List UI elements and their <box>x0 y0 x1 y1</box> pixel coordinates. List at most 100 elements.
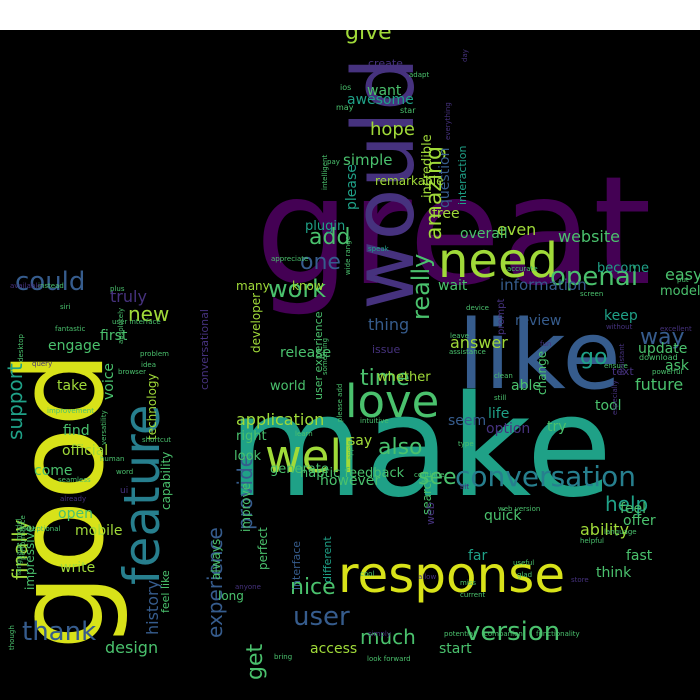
word-make: make <box>228 366 613 529</box>
word-overall: overall <box>460 225 508 242</box>
word-different: different <box>321 536 334 583</box>
word-user: user <box>293 602 350 633</box>
word-allow: allow <box>418 573 437 582</box>
word-want: want <box>367 82 402 99</box>
word-keep: keep <box>604 307 638 324</box>
word-instead: instead <box>38 282 64 291</box>
word-first: first <box>100 327 128 344</box>
word-however: however <box>320 472 381 489</box>
word-wait: wait <box>438 277 468 294</box>
word-feel-like: feel like <box>159 570 172 613</box>
word-option: option <box>486 420 531 437</box>
word-bring: bring <box>274 653 293 662</box>
word-website: website <box>558 227 620 247</box>
word-something: something <box>321 337 329 375</box>
word-far: far <box>468 547 488 564</box>
word-appreciate: appreciate <box>271 255 309 264</box>
word-useful: useful <box>513 559 535 568</box>
word-technology: technology <box>145 373 159 440</box>
word-learn: learn <box>295 430 313 439</box>
word-help: help <box>605 492 649 516</box>
word-offer: offer <box>623 512 656 529</box>
word-especially: especially <box>611 380 619 415</box>
word-know: know <box>292 279 324 294</box>
word-companion: companion <box>484 630 523 639</box>
word-openai: openai <box>550 262 639 293</box>
word-model: model <box>660 283 700 299</box>
word-exceptional: exceptional <box>20 525 61 534</box>
word-much: much <box>360 625 416 649</box>
word-also: also <box>378 435 423 461</box>
word-write: write <box>60 559 96 576</box>
word-update: update <box>638 340 688 357</box>
word-generate: generate <box>270 461 329 477</box>
word-think: think <box>596 564 632 581</box>
word-fantastic: fantastic <box>55 325 86 334</box>
word-may: may <box>336 102 354 112</box>
word-always: always <box>209 538 223 580</box>
word-thing: thing <box>368 315 410 335</box>
word-able: able <box>511 377 541 394</box>
word-siri: siri <box>60 303 71 312</box>
word-way: way <box>640 325 685 351</box>
word-web-version: web version <box>498 505 541 514</box>
word-hope: hope <box>370 118 415 140</box>
word-access: access <box>310 640 358 657</box>
word-like: like <box>458 301 621 411</box>
word-whether: whether <box>377 369 431 385</box>
word-open: open <box>58 505 93 522</box>
word-fast: fast <box>626 547 653 564</box>
word-review: review <box>515 312 562 329</box>
word-simple: simple <box>343 151 393 169</box>
word-please: please <box>344 164 360 210</box>
word-powerful: powerful <box>652 368 683 377</box>
word-please-add: please add <box>336 383 344 422</box>
word-world: world <box>270 378 306 394</box>
word-clean: clean <box>494 372 513 381</box>
word-adapt: adapt <box>409 71 430 80</box>
word-intuitive: intuitive <box>360 417 389 426</box>
word-assistance: assistance <box>449 348 486 357</box>
word-desktop: desktop <box>17 334 25 362</box>
word-new: new <box>128 302 170 326</box>
word-store: store <box>571 576 589 585</box>
word-bit: bit <box>460 483 470 492</box>
word-get: get <box>243 643 268 680</box>
word-screen: screen <box>580 290 604 299</box>
word-language: language <box>604 528 637 537</box>
word-ensure: ensure <box>604 362 628 371</box>
word-intelligent: intelligent <box>321 154 329 190</box>
word-well: well <box>265 430 355 483</box>
word-voice: voice <box>101 362 117 400</box>
word-shortcut: shortcut <box>142 436 172 445</box>
word-become: become <box>597 260 650 276</box>
word-pay: pay <box>327 158 340 167</box>
word-ui: ui <box>120 485 129 496</box>
word-versatility: versatility <box>100 410 108 445</box>
word-anyone: anyone <box>235 583 261 592</box>
word-human: human <box>100 455 125 464</box>
word-engage: engage <box>48 337 101 354</box>
word-potential: potential <box>444 630 476 639</box>
word-browser: browser <box>118 368 147 377</box>
word-accurate: accurate <box>507 265 538 274</box>
word-seamless: seamless <box>58 476 91 485</box>
word-release: release <box>280 344 332 361</box>
word-love: love <box>345 375 440 428</box>
word-continue: continue <box>414 471 445 480</box>
word-look-forward: look forward <box>367 655 411 664</box>
word-information: information <box>500 276 587 294</box>
word-without: without <box>606 323 633 332</box>
word-wide-range: wide range <box>344 236 352 275</box>
word-idea: idea <box>141 361 156 370</box>
word-absolutely: absolutely <box>117 307 125 344</box>
word-interface: interface <box>290 540 303 590</box>
word-seem: seem <box>448 412 487 429</box>
word-create: create <box>368 57 403 71</box>
word-ios: ios <box>340 82 352 92</box>
word-prompt: prompt <box>496 298 507 335</box>
word-official: official <box>62 442 109 459</box>
word-improve: improve <box>239 482 253 532</box>
word-come: come <box>34 462 73 479</box>
word-word: word <box>116 468 134 477</box>
